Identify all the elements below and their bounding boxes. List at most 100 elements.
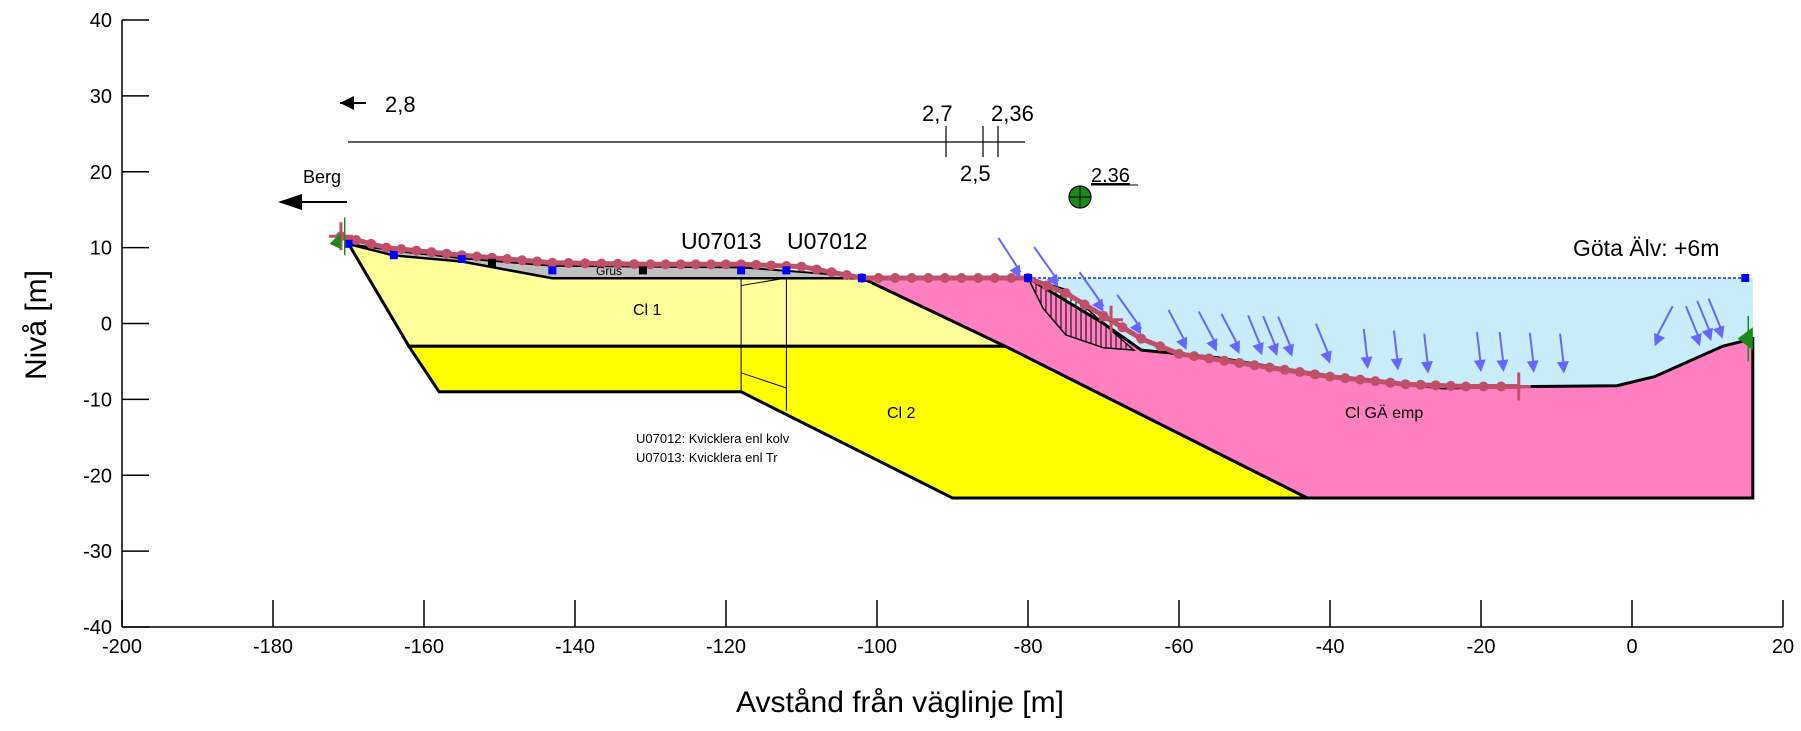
rock-arrow bbox=[278, 194, 347, 210]
slip-bead bbox=[923, 272, 934, 283]
slip-bead bbox=[1478, 381, 1489, 392]
x-tick-label: 0 bbox=[1626, 636, 1637, 658]
x-tick-label: -60 bbox=[1165, 636, 1194, 658]
point-marker bbox=[457, 255, 466, 264]
slip-bead bbox=[411, 245, 422, 256]
critical-center-marker bbox=[1068, 185, 1092, 209]
slip-bead bbox=[381, 242, 392, 253]
slip-bead bbox=[873, 272, 884, 283]
slip-bead bbox=[989, 272, 1000, 283]
slip-bead bbox=[1060, 288, 1071, 299]
y-axis: -40 -30 -20 -10 0 10 20 30 40 bbox=[83, 10, 149, 639]
slip-bead bbox=[675, 259, 686, 270]
slip-bead bbox=[426, 247, 437, 258]
slip-bead bbox=[629, 259, 640, 270]
slip-bead bbox=[366, 238, 377, 249]
x-tick-label: 20 bbox=[1772, 636, 1794, 658]
x-tick-label: -100 bbox=[857, 636, 897, 658]
slip-bead bbox=[973, 272, 984, 283]
safety-factor-2-36: 2,36 bbox=[991, 101, 1034, 126]
slip-bead bbox=[1309, 369, 1320, 380]
x-tick-label: -140 bbox=[555, 636, 595, 658]
slip-bead bbox=[841, 270, 852, 281]
slip-bead bbox=[906, 272, 917, 283]
layer-label-cl1: Cl 1 bbox=[633, 302, 662, 319]
slip-bead bbox=[1155, 341, 1166, 352]
load-arrow-shaft bbox=[1078, 271, 1105, 307]
y-tick-label: -40 bbox=[83, 617, 112, 639]
load-arrow-head bbox=[1556, 361, 1569, 374]
slip-bead bbox=[1041, 280, 1052, 291]
x-tick-label: -120 bbox=[706, 636, 746, 658]
load-arrow-head bbox=[1690, 332, 1702, 347]
slip-bead bbox=[890, 272, 901, 283]
load-arrow-head bbox=[1473, 359, 1486, 373]
point-marker bbox=[737, 266, 746, 275]
left-boundary-flag bbox=[329, 232, 341, 250]
slip-bead bbox=[580, 258, 591, 269]
layer-label-cl2: Cl 2 bbox=[887, 405, 916, 422]
point-marker bbox=[1024, 273, 1032, 282]
slip-bead bbox=[471, 251, 482, 262]
slip-bead bbox=[612, 258, 623, 269]
x-tick-label: -180 bbox=[253, 636, 293, 658]
slip-bead bbox=[1264, 362, 1275, 373]
slip-bead bbox=[1174, 348, 1184, 359]
load-arrow-head bbox=[1526, 360, 1539, 373]
slip-bead bbox=[751, 259, 762, 270]
load-arrow-head bbox=[1496, 359, 1509, 373]
slip-bead bbox=[1279, 364, 1290, 375]
load-arrow-head bbox=[1176, 336, 1188, 351]
boundary-markers bbox=[329, 217, 1753, 362]
load-arrow-head bbox=[1129, 321, 1142, 335]
x-tick-label: -80 bbox=[1014, 636, 1043, 658]
slip-bead bbox=[1219, 355, 1230, 366]
load-arrow-head bbox=[1320, 350, 1332, 364]
load-arrow-shaft bbox=[1116, 294, 1143, 330]
load-arrow-head bbox=[1390, 358, 1403, 371]
slip-bead bbox=[351, 235, 362, 246]
load-arrow-head bbox=[1046, 273, 1059, 288]
slip-bead bbox=[1430, 380, 1441, 391]
x-axis-label: Avstånd från väglinje [m] bbox=[736, 686, 1064, 719]
slip-bead bbox=[645, 259, 656, 270]
slip-bead bbox=[1460, 381, 1471, 392]
y-tick-label: 40 bbox=[90, 10, 112, 32]
slip-bead bbox=[1204, 353, 1215, 364]
y-tick-label: -10 bbox=[83, 389, 112, 411]
x-tick-label: -40 bbox=[1316, 636, 1345, 658]
slip-bead bbox=[532, 256, 543, 267]
slip-bead bbox=[547, 257, 558, 268]
slip-bead bbox=[1325, 371, 1335, 382]
load-arrows bbox=[997, 237, 1725, 374]
fill-label: Grus bbox=[596, 264, 622, 278]
slip-bead bbox=[396, 244, 407, 255]
slip-bead bbox=[660, 259, 671, 270]
x-tick-label: -20 bbox=[1467, 636, 1496, 658]
load-arrow-head bbox=[1009, 264, 1021, 278]
load-arrow-head bbox=[1701, 327, 1713, 341]
borehole-diag-2 bbox=[740, 372, 787, 389]
borehole-label-u07013: U07013 bbox=[681, 228, 762, 254]
slip-bead bbox=[1079, 299, 1090, 310]
slip-bead bbox=[1136, 333, 1147, 344]
point-marker bbox=[548, 266, 557, 275]
load-arrow-head bbox=[1360, 356, 1373, 370]
point-marker bbox=[782, 266, 791, 275]
load-arrow-head bbox=[1206, 338, 1218, 352]
slip-bead bbox=[705, 259, 716, 270]
x-axis: -200 -180 -160 -140 -120 -100 -80 -60 -40 -20 0 20 bbox=[102, 600, 1794, 658]
point-marker bbox=[857, 273, 866, 282]
slip-bead bbox=[1189, 351, 1200, 362]
slip-bead bbox=[1340, 373, 1351, 384]
slip-bead bbox=[721, 259, 731, 270]
y-tick-label: 20 bbox=[90, 162, 112, 184]
point-marker-black bbox=[487, 258, 496, 267]
slip-bead bbox=[1294, 367, 1305, 378]
layer-label-clga: Cl GÄ emp bbox=[1345, 404, 1423, 422]
safety-factor-overall: 2,8 bbox=[340, 92, 416, 117]
slip-bead bbox=[1400, 379, 1411, 390]
y-tick-label: -30 bbox=[83, 541, 112, 563]
